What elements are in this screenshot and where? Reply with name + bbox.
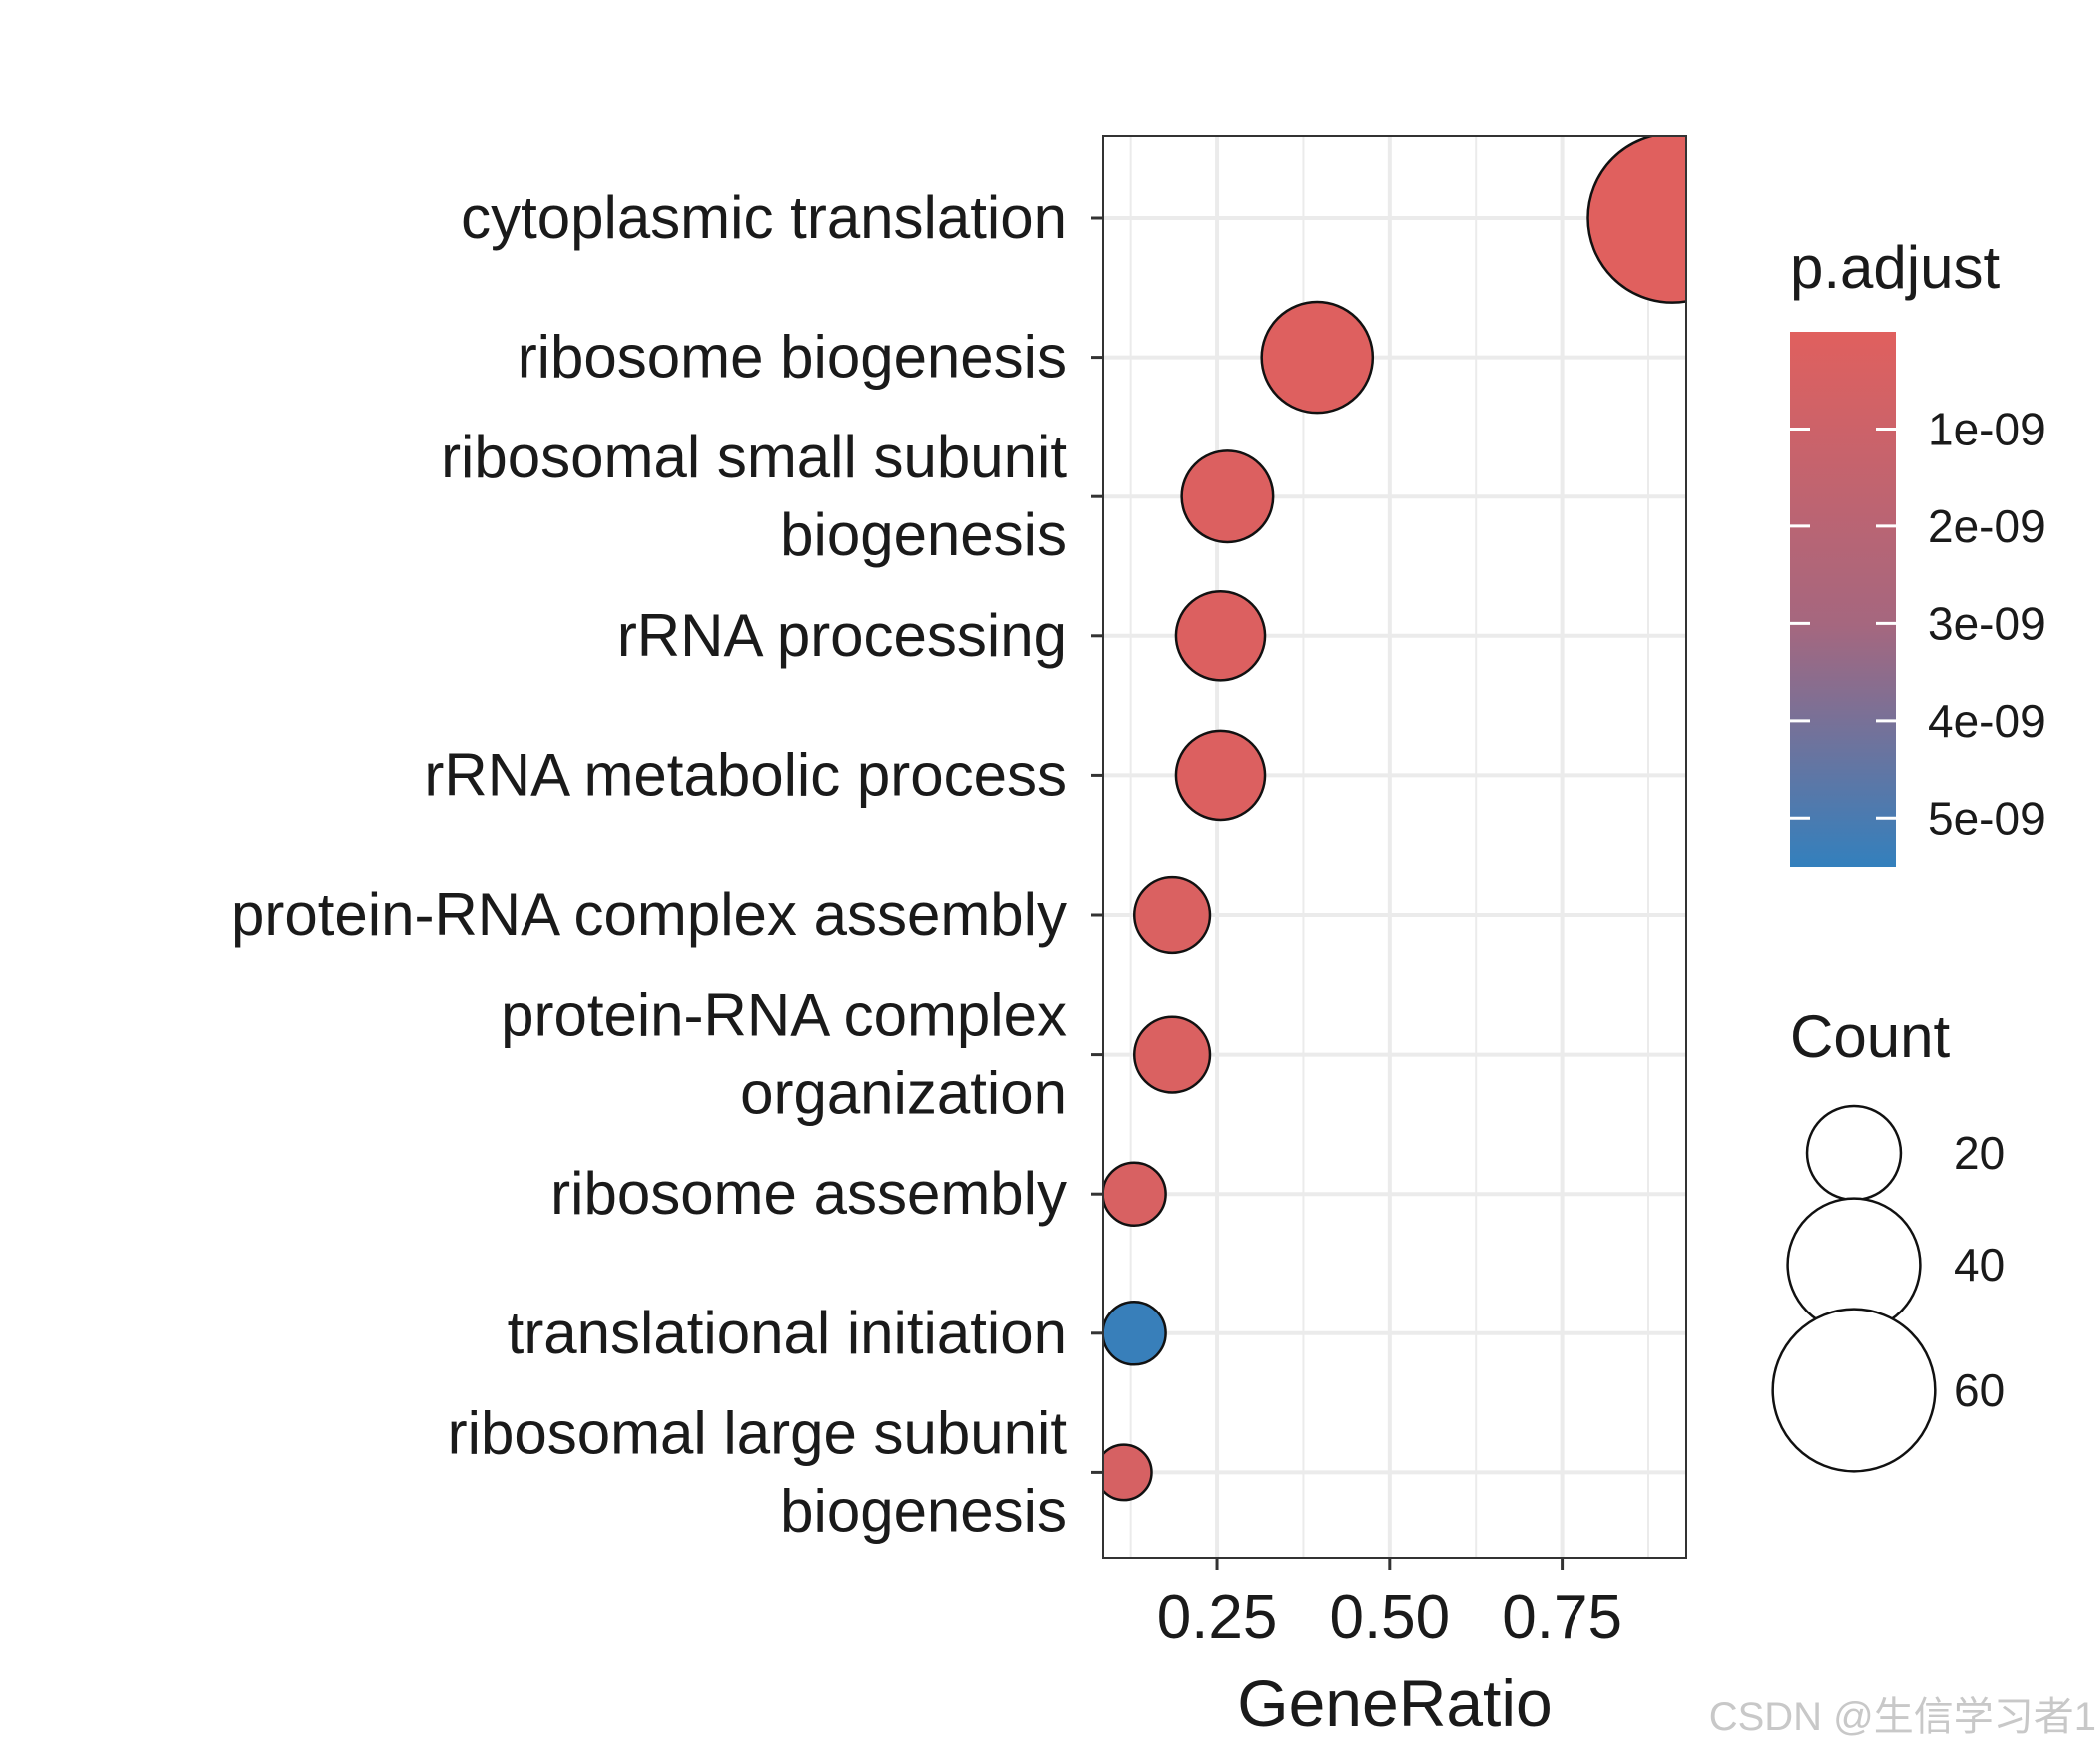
- color-legend-tick-label: 5e-09: [1928, 792, 2046, 844]
- data-point: [1133, 875, 1212, 955]
- data-point: [1174, 590, 1267, 682]
- y-axis-label: ribosome biogenesis: [518, 324, 1067, 391]
- y-axis-label: ribosomal large subunit biogenesis: [448, 1399, 1068, 1544]
- color-legend-tick-label: 3e-09: [1928, 597, 2046, 649]
- data-point: [1180, 449, 1275, 544]
- y-axis: cytoplasmic translation ribosome biogenes…: [231, 184, 1103, 1544]
- x-axis-tick-label: 0.50: [1329, 1583, 1450, 1652]
- data-points: [1103, 136, 1686, 1502]
- grid-lines: [1103, 136, 1686, 1558]
- x-axis-tick-label: 0.25: [1157, 1583, 1278, 1652]
- color-legend-title: p.adjust: [1790, 234, 2000, 301]
- data-point: [1103, 1161, 1167, 1227]
- x-axis-title: GeneRatio: [1237, 1666, 1553, 1740]
- y-axis-label: ribosomal small subunit biogenesis: [441, 424, 1067, 568]
- y-axis-label: translational initiation: [508, 1300, 1067, 1366]
- color-legend-tick-label: 2e-09: [1928, 500, 2046, 552]
- size-legend-label: 20: [1954, 1127, 2005, 1179]
- color-legend: p.adjust 1e-09 2e-09 3e-09 4e-09 5e-09: [1790, 234, 2046, 867]
- data-point: [1174, 729, 1267, 822]
- size-legend-label: 60: [1954, 1364, 2005, 1416]
- size-legend-title: Count: [1790, 1003, 1950, 1070]
- data-point: [1133, 1015, 1212, 1094]
- size-legend-label: 40: [1954, 1239, 2005, 1291]
- y-axis-label: cytoplasmic translation: [461, 184, 1067, 251]
- data-point: [1260, 300, 1375, 415]
- size-legend-circle: [1805, 1104, 1903, 1202]
- y-axis-label: rRNA metabolic process: [424, 741, 1067, 808]
- x-axis-tick-label: 0.75: [1502, 1583, 1622, 1652]
- color-legend-bar: [1790, 332, 1896, 867]
- data-point: [1103, 1301, 1167, 1366]
- y-axis-label: ribosome assembly: [550, 1160, 1067, 1227]
- y-axis-label: protein-RNA complex organization: [501, 982, 1067, 1127]
- y-axis-label: protein-RNA complex assembly: [231, 881, 1067, 948]
- color-legend-tick-label: 1e-09: [1928, 403, 2046, 454]
- data-point: [1586, 136, 1686, 304]
- watermark-text: CSDN @生信学习者1: [1709, 1695, 2096, 1739]
- size-legend-circle: [1771, 1308, 1937, 1473]
- y-axis-label: rRNA processing: [617, 602, 1067, 669]
- size-legend: Count 20 40 60: [1771, 1003, 2005, 1473]
- data-point: [1103, 1443, 1153, 1502]
- color-legend-tick-label: 4e-09: [1928, 695, 2046, 747]
- plot-panel-border: [1102, 135, 1687, 1559]
- x-axis: 0.25 0.50 0.75: [1157, 1558, 1622, 1652]
